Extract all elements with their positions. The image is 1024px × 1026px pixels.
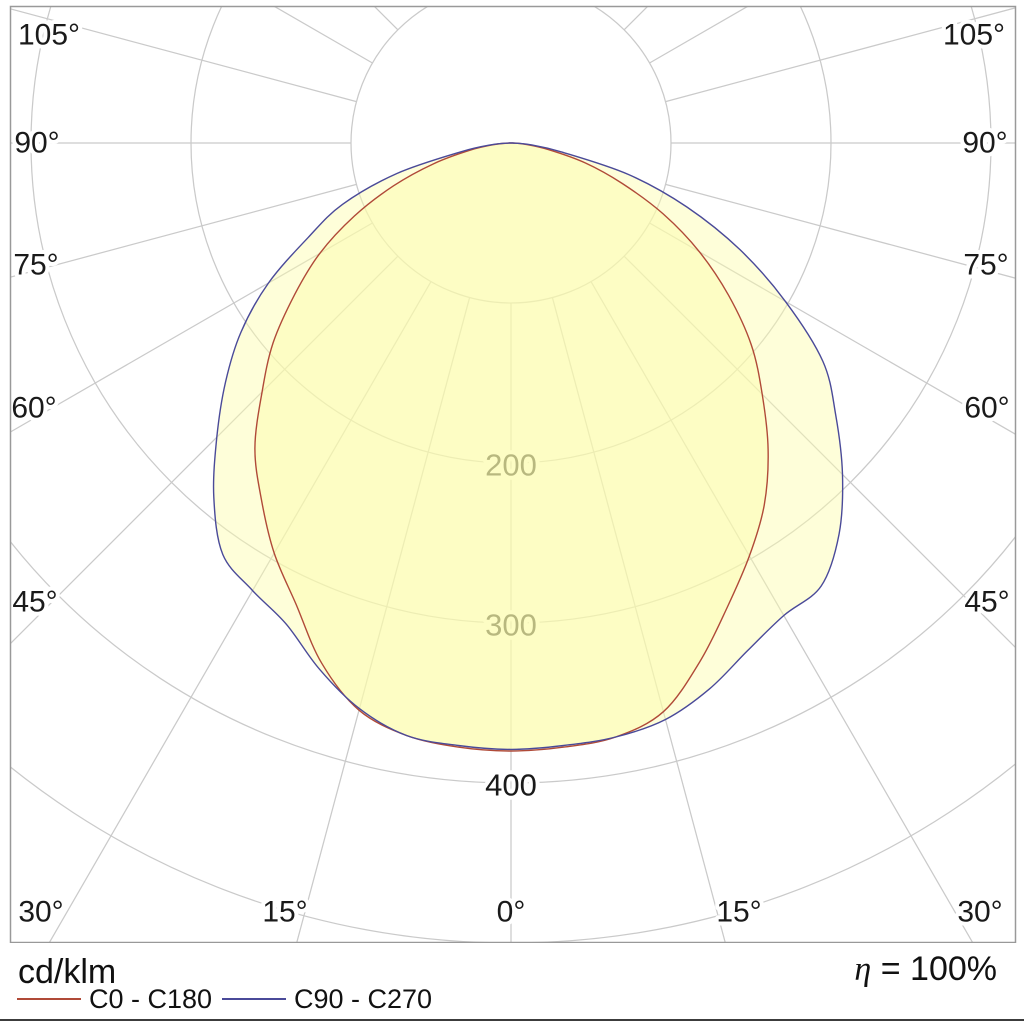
ring-label-300: 300 — [485, 608, 537, 643]
angle-label-bottom-4: 30° — [957, 896, 1002, 929]
angle-label-bottom-1: 15° — [262, 896, 307, 929]
plot-border — [9, 5, 1017, 943]
angle-label-bottom-2: 0° — [497, 896, 526, 929]
angle-spoke-315 — [10, 255, 399, 645]
angle-spoke-255 — [10, 8, 357, 103]
polar-grid — [0, 0, 1024, 943]
efficiency-label: η = 100% — [854, 950, 997, 989]
unit-label: cd/klm — [18, 953, 117, 991]
angle-label-right-105°: 105° — [943, 19, 1005, 52]
angle-label-bottom-3: 15° — [716, 896, 761, 929]
angle-label-left-45°: 45° — [12, 586, 57, 619]
angle-label-left-75°: 75° — [13, 249, 58, 282]
angle-spoke-30 — [590, 281, 974, 943]
angle-label-bottom-0: 30° — [18, 896, 63, 929]
angle-spoke-45 — [623, 255, 1016, 649]
series-fill-c90-c270 — [213, 143, 843, 750]
angle-spoke-300 — [10, 222, 373, 433]
eta-symbol: η — [854, 951, 872, 988]
ring-label-400: 400 — [485, 768, 537, 803]
angle-spoke-345 — [296, 297, 471, 943]
angle-label-left-90°: 90° — [14, 127, 59, 160]
polar-chart-canvas: 200 300 400 105° 90° 75° 60° 45° 105° 90° 75° 60° 45… — [0, 0, 1024, 943]
angle-spoke-285 — [10, 183, 357, 278]
series-fill-c0-c180 — [254, 143, 769, 751]
ring-label-200: 200 — [485, 448, 537, 483]
legend: C0 - C180 C90 - C270 — [0, 984, 1024, 1014]
angle-label-right-90°: 90° — [962, 127, 1007, 160]
angle-label-right-45°: 45° — [964, 586, 1009, 619]
angle-label-left-105°: 105° — [18, 19, 80, 52]
legend-line-c90-c270 — [222, 998, 286, 1000]
legend-label-c0-c180: C0 - C180 — [89, 984, 213, 1014]
angle-spoke-105 — [665, 7, 1016, 103]
angle-spoke-75 — [665, 183, 1016, 279]
efficiency-value: = 100% — [871, 950, 997, 988]
angle-spoke-15 — [551, 297, 726, 943]
polar-chart-svg: 200 300 400 105° 90° 75° 60° 45° 105° 90° 75° 60° 45… — [0, 0, 1024, 943]
angle-spoke-330 — [48, 281, 432, 943]
legend-item-c90-c270: C90 - C270 — [222, 984, 432, 1014]
bottom-divider — [0, 1019, 1024, 1021]
legend-label-c90-c270: C90 - C270 — [294, 984, 433, 1014]
angle-spoke-150 — [591, 0, 1024, 4]
series-curve-c0-c180 — [254, 142, 769, 752]
legend-item-c0-c180: C0 - C180 — [17, 984, 212, 1014]
series-curve-c90-c270 — [212, 142, 844, 751]
angle-spoke-60 — [649, 222, 1016, 435]
angle-label-right-75°: 75° — [963, 249, 1008, 282]
angle-label-left-60°: 60° — [11, 392, 56, 425]
legend-line-c0-c180 — [17, 998, 81, 1000]
plot-area: 200 300 400 105° 90° 75° 60° 45° 105° 90° 75° 60° 45… — [0, 0, 1024, 943]
angle-label-right-60°: 60° — [964, 392, 1009, 425]
angle-spoke-210 — [0, 0, 431, 4]
